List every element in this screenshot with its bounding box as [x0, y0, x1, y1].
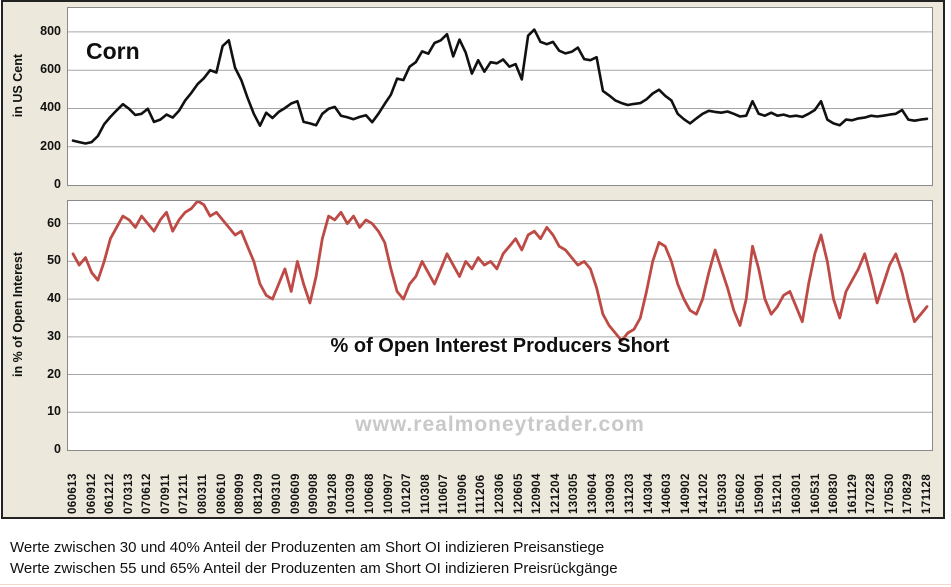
- x-tick-label: 071211: [178, 473, 191, 514]
- x-tick-label: 110906: [456, 473, 469, 514]
- footnote-line-2: Werte zwischen 55 und 65% Anteil der Pro…: [10, 560, 618, 577]
- x-tick-label: 070911: [159, 473, 172, 514]
- x-tick-label: 110308: [419, 473, 432, 514]
- y-tick-label: 60: [47, 215, 61, 230]
- price-plot-area: Corn: [67, 7, 933, 186]
- x-tick-label: 151201: [772, 473, 785, 514]
- x-tick-label: 100608: [364, 473, 377, 514]
- x-tick-label: 080311: [196, 473, 209, 514]
- x-tick-label: 140304: [642, 473, 655, 514]
- x-tick-label: 160531: [809, 473, 822, 514]
- x-tick-label: 161129: [846, 473, 859, 514]
- x-tick-label: 150901: [753, 473, 766, 514]
- oi-annotation-label: % of Open Interest Producers Short: [330, 335, 670, 357]
- x-tick-label: 091208: [326, 473, 339, 514]
- y-tick-label: 20: [47, 366, 61, 381]
- price-series-title: Corn: [86, 38, 140, 64]
- x-tick-label: 090310: [271, 473, 284, 514]
- y-tick-label: 10: [47, 404, 61, 419]
- y-tick-label: 800: [40, 23, 61, 38]
- x-tick-label: 101207: [401, 473, 414, 514]
- x-tick-label: 120306: [494, 473, 506, 514]
- price-line-chart: [68, 28, 932, 148]
- y-tick-label: 40: [47, 291, 61, 306]
- x-tick-label: 170829: [902, 473, 915, 514]
- x-tick-label: 130305: [568, 473, 581, 514]
- bottom-y-axis-title: in % of Open Interest: [11, 252, 25, 378]
- x-tick-label: 170228: [865, 473, 878, 514]
- footnote-line-1: Werte zwischen 30 und 40% Anteil der Pro…: [10, 539, 605, 556]
- x-tick-label: 121204: [549, 473, 562, 514]
- price-series-line: [71, 28, 929, 145]
- x-tick-label: 170530: [883, 473, 896, 514]
- x-tick-label: 090908: [308, 473, 321, 514]
- x-tick-label: 070612: [141, 473, 154, 514]
- x-tick-label: 160830: [828, 473, 841, 514]
- oi-plot-area: % of Open Interest Producers Short www.r…: [67, 200, 933, 451]
- x-tick-label: 081209: [252, 473, 265, 514]
- bottom-hairline: [0, 584, 951, 585]
- x-tick-label: 140603: [661, 473, 674, 514]
- x-tick-label: 080610: [215, 473, 228, 514]
- y-tick-label: 30: [47, 328, 61, 343]
- oi-series-line: [71, 201, 929, 343]
- y-tick-label: 0: [54, 177, 61, 191]
- x-tick-label: 110607: [438, 473, 451, 514]
- x-tick-label: 060912: [85, 473, 98, 514]
- x-tick-label: 120605: [512, 473, 525, 514]
- x-tick-label: 070313: [122, 473, 135, 514]
- x-tick-label: 140902: [679, 473, 692, 514]
- x-tick-label: 160301: [791, 473, 804, 514]
- y-tick-label: 50: [47, 253, 61, 268]
- x-tick-label: 120904: [531, 473, 544, 514]
- x-tick-label: 061212: [104, 473, 117, 514]
- x-tick-label: 130903: [605, 473, 618, 514]
- x-tick-label: 150602: [735, 473, 748, 514]
- x-tick-label: 080909: [234, 473, 247, 514]
- y-tick-label: 600: [40, 62, 61, 77]
- footnotes: Werte zwischen 30 und 40% Anteil der Pro…: [10, 537, 618, 579]
- chart-frame: in US Cent in % of Open Interest Corn % …: [1, 0, 945, 519]
- x-tick-label: 150303: [716, 473, 729, 514]
- watermark-text: www.realmoneytrader.com: [355, 413, 645, 436]
- x-tick-label: 111206: [475, 474, 488, 514]
- x-tick-label: 100907: [382, 473, 395, 514]
- x-tick-label: 060613: [67, 473, 79, 514]
- y-tick-label: 400: [40, 100, 61, 115]
- x-tick-label: 090609: [289, 473, 302, 514]
- x-tick-label: 171128: [921, 473, 933, 514]
- x-tick-label: 131203: [623, 473, 636, 514]
- oi-line-chart: [68, 201, 932, 413]
- x-tick-label: 130604: [586, 473, 599, 514]
- y-tick-label: 200: [40, 138, 61, 153]
- x-tick-label: 141202: [698, 473, 711, 514]
- y-tick-label: 0: [54, 442, 61, 456]
- x-tick-label: 100309: [345, 473, 358, 514]
